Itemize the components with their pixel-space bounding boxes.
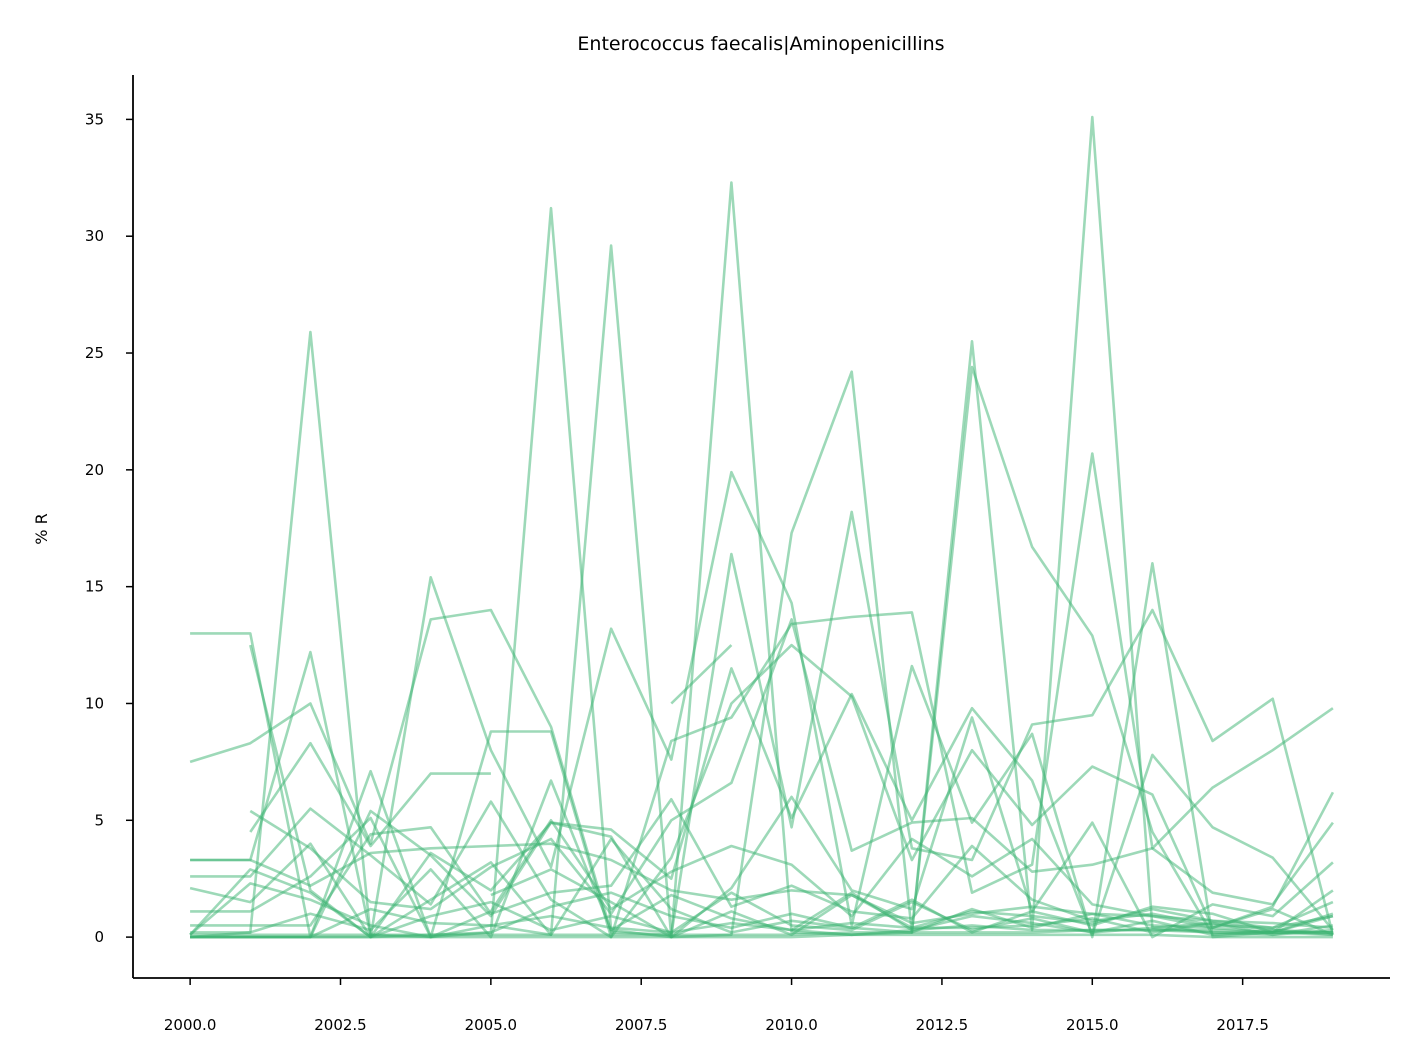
y-ticks: 0 5 10 15 20 25 30 35 bbox=[85, 110, 133, 946]
series-line-6 bbox=[249, 644, 733, 848]
y-axis-label: % R bbox=[32, 513, 51, 544]
series-layer bbox=[189, 115, 1335, 939]
x-tick-label: 2017.5 bbox=[1216, 1016, 1269, 1034]
series-line-22 bbox=[791, 924, 1333, 937]
series-line-13 bbox=[190, 842, 1334, 930]
series-line-4 bbox=[189, 510, 1335, 937]
x-tick-label: 2010.0 bbox=[765, 1016, 818, 1034]
series-line-19 bbox=[190, 933, 1333, 939]
x-tick-label: 2007.5 bbox=[615, 1016, 668, 1034]
chart-title: Enterococcus faecalis|Aminopenicillins bbox=[577, 33, 944, 55]
y-tick-label: 5 bbox=[94, 811, 104, 829]
y-tick-label: 10 bbox=[85, 694, 104, 712]
series-line-9 bbox=[249, 618, 1334, 916]
series-line-21 bbox=[490, 868, 1334, 939]
x-tick-label: 2005.0 bbox=[465, 1016, 518, 1034]
series-line-10 bbox=[189, 716, 1334, 939]
y-tick-label: 20 bbox=[85, 461, 104, 479]
x-tick-label: 2002.5 bbox=[314, 1016, 367, 1034]
series-line-17 bbox=[189, 882, 1334, 939]
x-ticks: 2000.0 2002.5 2005.0 2007.5 2010.0 2012.5 2015… bbox=[164, 978, 1269, 1034]
y-tick-label: 35 bbox=[85, 110, 104, 128]
y-tick-label: 25 bbox=[85, 344, 104, 362]
y-tick-label: 0 bbox=[94, 928, 104, 946]
x-tick-label: 2015.0 bbox=[1066, 1016, 1119, 1034]
series-line-2 bbox=[190, 244, 1333, 939]
series-line-8 bbox=[190, 643, 1335, 939]
y-tick-label: 15 bbox=[85, 578, 104, 596]
x-tick-label: 2000.0 bbox=[164, 1016, 217, 1034]
series-line-3 bbox=[249, 470, 1334, 939]
y-tick-label: 30 bbox=[85, 227, 104, 245]
x-tick-label: 2012.5 bbox=[916, 1016, 969, 1034]
series-line-7 bbox=[190, 667, 1334, 939]
